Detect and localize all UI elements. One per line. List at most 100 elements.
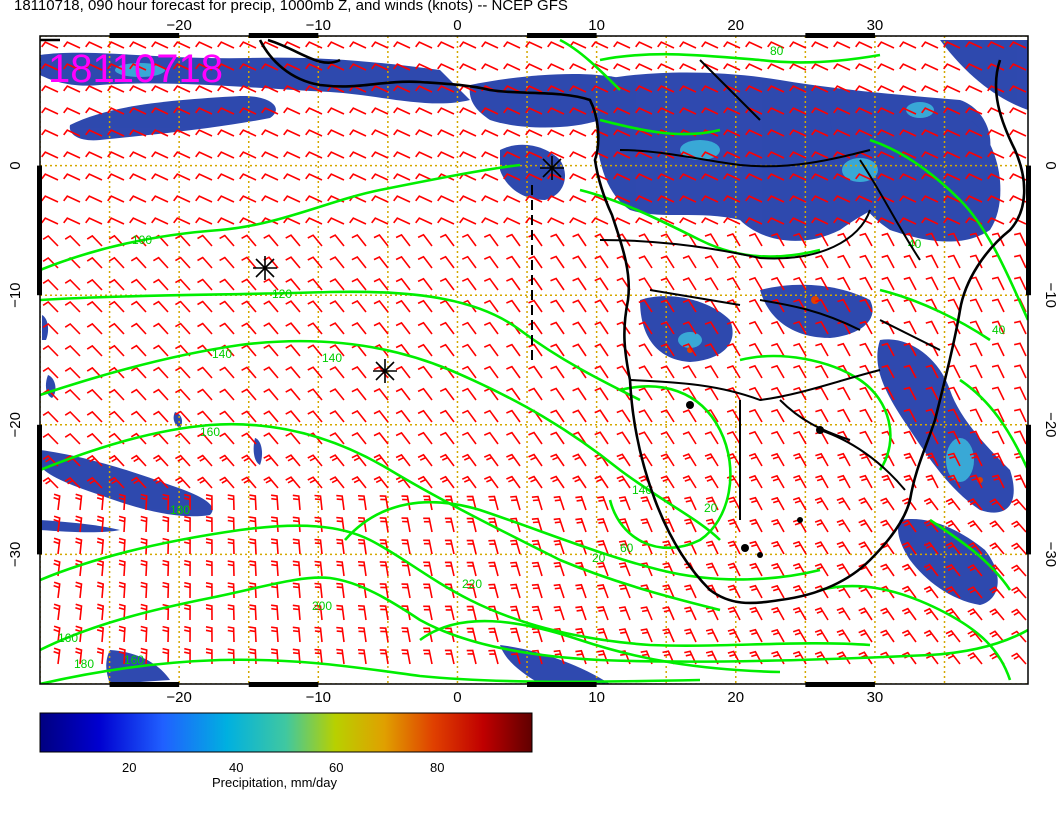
wind-barb — [439, 233, 455, 247]
wind-barb — [351, 233, 367, 247]
wind-barb — [503, 195, 521, 203]
wind-barb — [42, 432, 59, 445]
wind-barb — [285, 366, 301, 379]
wind-barb — [371, 195, 389, 203]
wind-barb — [989, 498, 1005, 511]
wind-barb — [197, 322, 213, 335]
wind-barb — [682, 475, 697, 489]
wind-barb — [108, 322, 125, 335]
wind-barb — [925, 254, 939, 269]
wind-barb — [153, 366, 169, 379]
wind-barb — [461, 233, 477, 247]
wind-barb — [393, 195, 411, 203]
wind-barb — [53, 493, 61, 511]
wind-barb — [881, 276, 895, 291]
wind-barb — [597, 584, 609, 599]
wind-barb — [837, 452, 851, 467]
wind-barb — [86, 234, 103, 247]
wind-barb — [173, 217, 191, 225]
wind-barb — [903, 254, 917, 269]
svg-text:160: 160 — [200, 425, 220, 439]
wind-barb — [969, 320, 983, 335]
wind-barb — [903, 276, 917, 291]
wind-barb — [947, 408, 961, 423]
wind-barb — [550, 409, 565, 423]
wind-barb — [483, 475, 499, 489]
wind-barb — [815, 474, 829, 489]
wind-barb — [175, 344, 191, 357]
wind-barb — [129, 129, 147, 137]
wind-barb — [613, 151, 631, 159]
wind-barb — [618, 628, 631, 643]
wind-barb — [217, 217, 235, 225]
wind-barb — [42, 322, 59, 335]
wind-barb — [723, 151, 741, 159]
svg-text:20: 20 — [704, 501, 718, 515]
wind-barb — [85, 173, 103, 181]
islands — [686, 401, 824, 558]
wind-barb — [745, 41, 763, 49]
wind-barb — [569, 217, 587, 225]
wind-barb — [85, 41, 103, 49]
wind-barb — [771, 562, 785, 577]
wind-barb — [837, 408, 851, 423]
wind-barb — [118, 581, 126, 599]
wind-barb — [704, 233, 719, 247]
frame-bar — [805, 33, 875, 38]
wind-barb — [638, 277, 653, 291]
wind-barb — [417, 321, 433, 335]
wind-barb — [314, 648, 323, 665]
wind-barb — [437, 217, 455, 225]
wind-barb — [1009, 173, 1027, 181]
wind-barb — [351, 475, 367, 489]
wind-barb — [263, 344, 279, 357]
wind-barb — [792, 540, 807, 555]
wind-barb — [943, 41, 961, 49]
wind-barb — [270, 626, 279, 643]
wind-barb — [393, 63, 411, 71]
wind-barb — [638, 299, 653, 313]
wind-barb — [793, 452, 807, 467]
wind-barb — [591, 107, 609, 115]
wind-barb — [748, 364, 763, 379]
wind-barb — [705, 650, 719, 665]
wind-barb — [618, 562, 631, 577]
wind-barb — [63, 151, 81, 159]
wind-barb — [991, 276, 1005, 291]
wind-barb — [767, 151, 785, 159]
wind-barb — [423, 517, 433, 533]
wind-barb — [965, 41, 983, 49]
wind-barb — [219, 256, 235, 269]
wind-barb — [723, 107, 741, 115]
wind-barb — [682, 365, 697, 379]
wind-barb — [635, 151, 653, 159]
wind-barb — [704, 321, 719, 335]
frame-bar — [248, 682, 319, 687]
wind-barb — [531, 495, 543, 511]
wind-barb — [969, 276, 983, 291]
wind-barb — [789, 151, 807, 159]
wind-barb — [660, 453, 675, 467]
wind-barb — [459, 151, 477, 159]
wind-barb — [660, 255, 675, 269]
wind-barb — [481, 151, 499, 159]
wind-barb — [336, 582, 345, 599]
wind-barb — [745, 195, 763, 203]
wind-barb — [553, 605, 565, 621]
wind-barb — [162, 625, 170, 643]
wind-barb — [329, 322, 345, 335]
wind-barb — [466, 539, 477, 555]
wind-barb — [1014, 276, 1027, 291]
wind-barb — [41, 195, 59, 203]
wind-barb — [349, 217, 367, 225]
wind-barb — [679, 217, 697, 225]
colorbar-tick: 80 — [430, 760, 445, 775]
lat-tick-label-right: −20 — [1042, 412, 1056, 437]
wind-barb — [63, 217, 81, 225]
wind-barb — [488, 627, 499, 643]
wind-barb — [75, 581, 83, 599]
lat-tick-label-left: −30 — [7, 542, 24, 567]
wind-barb — [640, 496, 653, 511]
wind-barb — [789, 41, 807, 49]
wind-barb — [63, 107, 81, 115]
